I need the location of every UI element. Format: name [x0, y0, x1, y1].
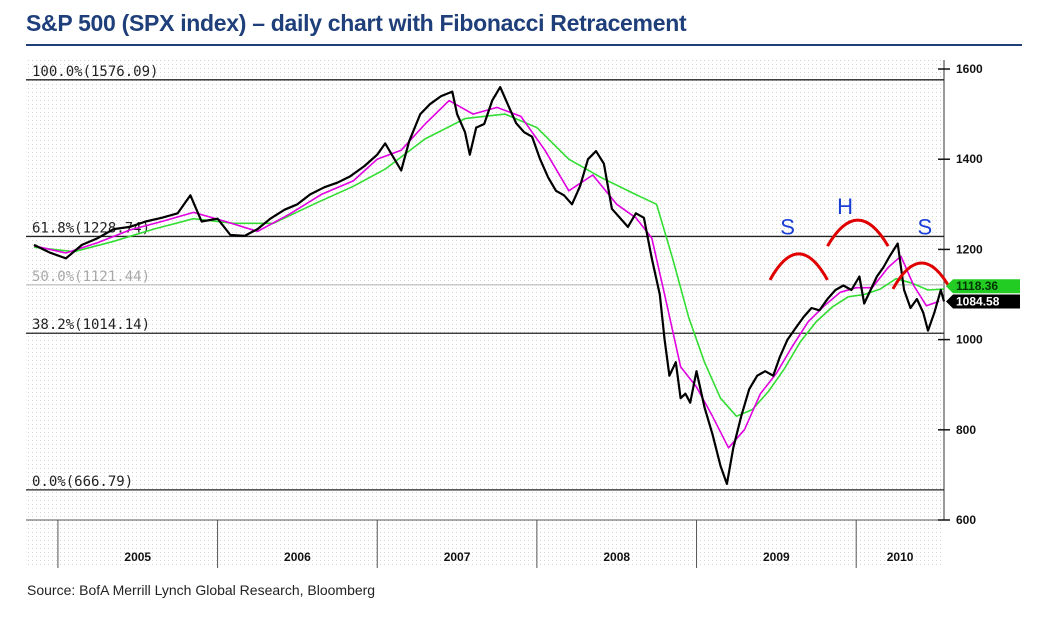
year-label: 2006	[284, 550, 311, 564]
year-label: 2009	[763, 550, 790, 564]
source-note: Source: BofA Merrill Lynch Global Resear…	[27, 582, 376, 598]
chart: 100.0%(1576.09) 61.8%(1228.74) 50.0%(1121.…	[26, 60, 1020, 568]
pattern-arc	[826, 218, 890, 247]
chart-title: S&P 500 (SPX index) – daily chart with F…	[26, 10, 687, 36]
pattern-label: S	[917, 215, 932, 240]
y-tick-label: 800	[956, 423, 976, 437]
price-line	[33, 86, 946, 485]
pattern-arc	[768, 252, 829, 281]
title-underline	[26, 44, 1022, 46]
pattern-label: S	[780, 215, 795, 240]
pattern-arc	[891, 261, 952, 290]
fib-label: 50.0%(1121.44)	[32, 269, 150, 285]
year-label: 2005	[124, 550, 151, 564]
y-tick-label: 1000	[956, 333, 983, 347]
moving-average-line	[33, 99, 940, 449]
price-tag-label: 1118.36	[956, 279, 998, 293]
y-tick-label: 1400	[956, 152, 983, 166]
y-tick-label: 1600	[956, 62, 983, 76]
y-tick-label: 600	[956, 513, 976, 527]
price-tag	[946, 279, 1020, 294]
fib-label: 100.0%(1576.09)	[32, 64, 158, 80]
plot-area	[26, 60, 944, 520]
fib-label: 61.8%(1228.74)	[32, 220, 150, 236]
price-tag	[946, 294, 1020, 309]
pattern-label: H	[837, 194, 853, 219]
fib-label: 38.2%(1014.14)	[32, 317, 150, 333]
fib-label: 0.0%(666.79)	[32, 474, 133, 490]
year-label: 2007	[444, 550, 471, 564]
year-label: 2008	[603, 550, 630, 564]
price-tag-label: 1084.58	[956, 294, 1000, 308]
year-label: 2010	[887, 550, 914, 564]
moving-average-line	[33, 113, 945, 418]
y-tick-label: 1200	[956, 242, 983, 256]
date-band	[26, 520, 944, 568]
